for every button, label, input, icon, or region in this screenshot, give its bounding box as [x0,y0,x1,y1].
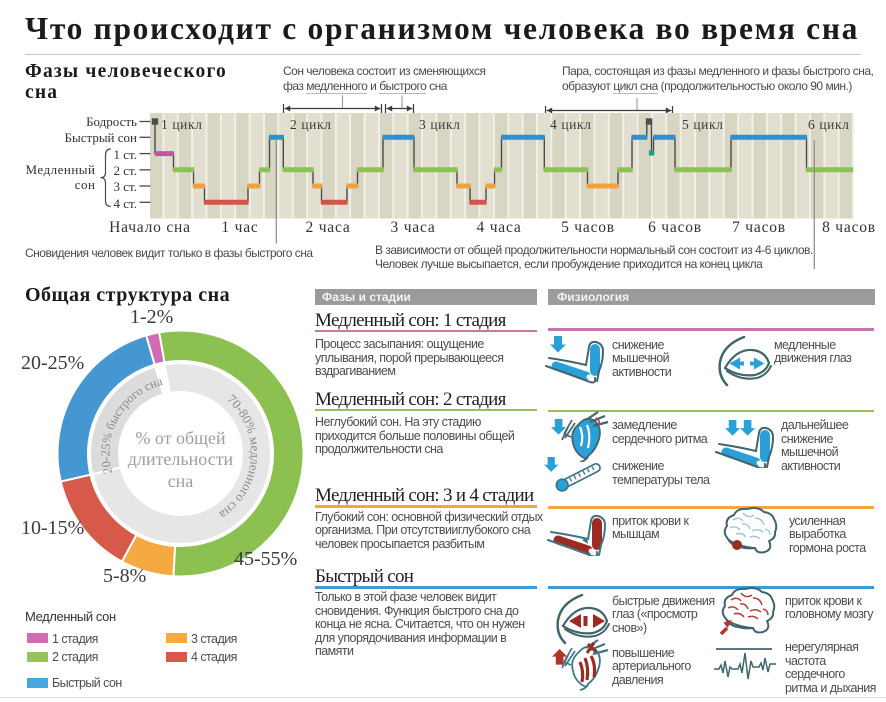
svg-text:1 цикл: 1 цикл [161,117,202,132]
svg-text:2 цикл: 2 цикл [290,117,331,132]
svg-text:6 цикл: 6 цикл [808,117,849,132]
svg-text:3 цикл: 3 цикл [419,117,460,132]
svg-text:5 цикл: 5 цикл [682,117,723,132]
svg-text:4 цикл: 4 цикл [550,117,591,132]
